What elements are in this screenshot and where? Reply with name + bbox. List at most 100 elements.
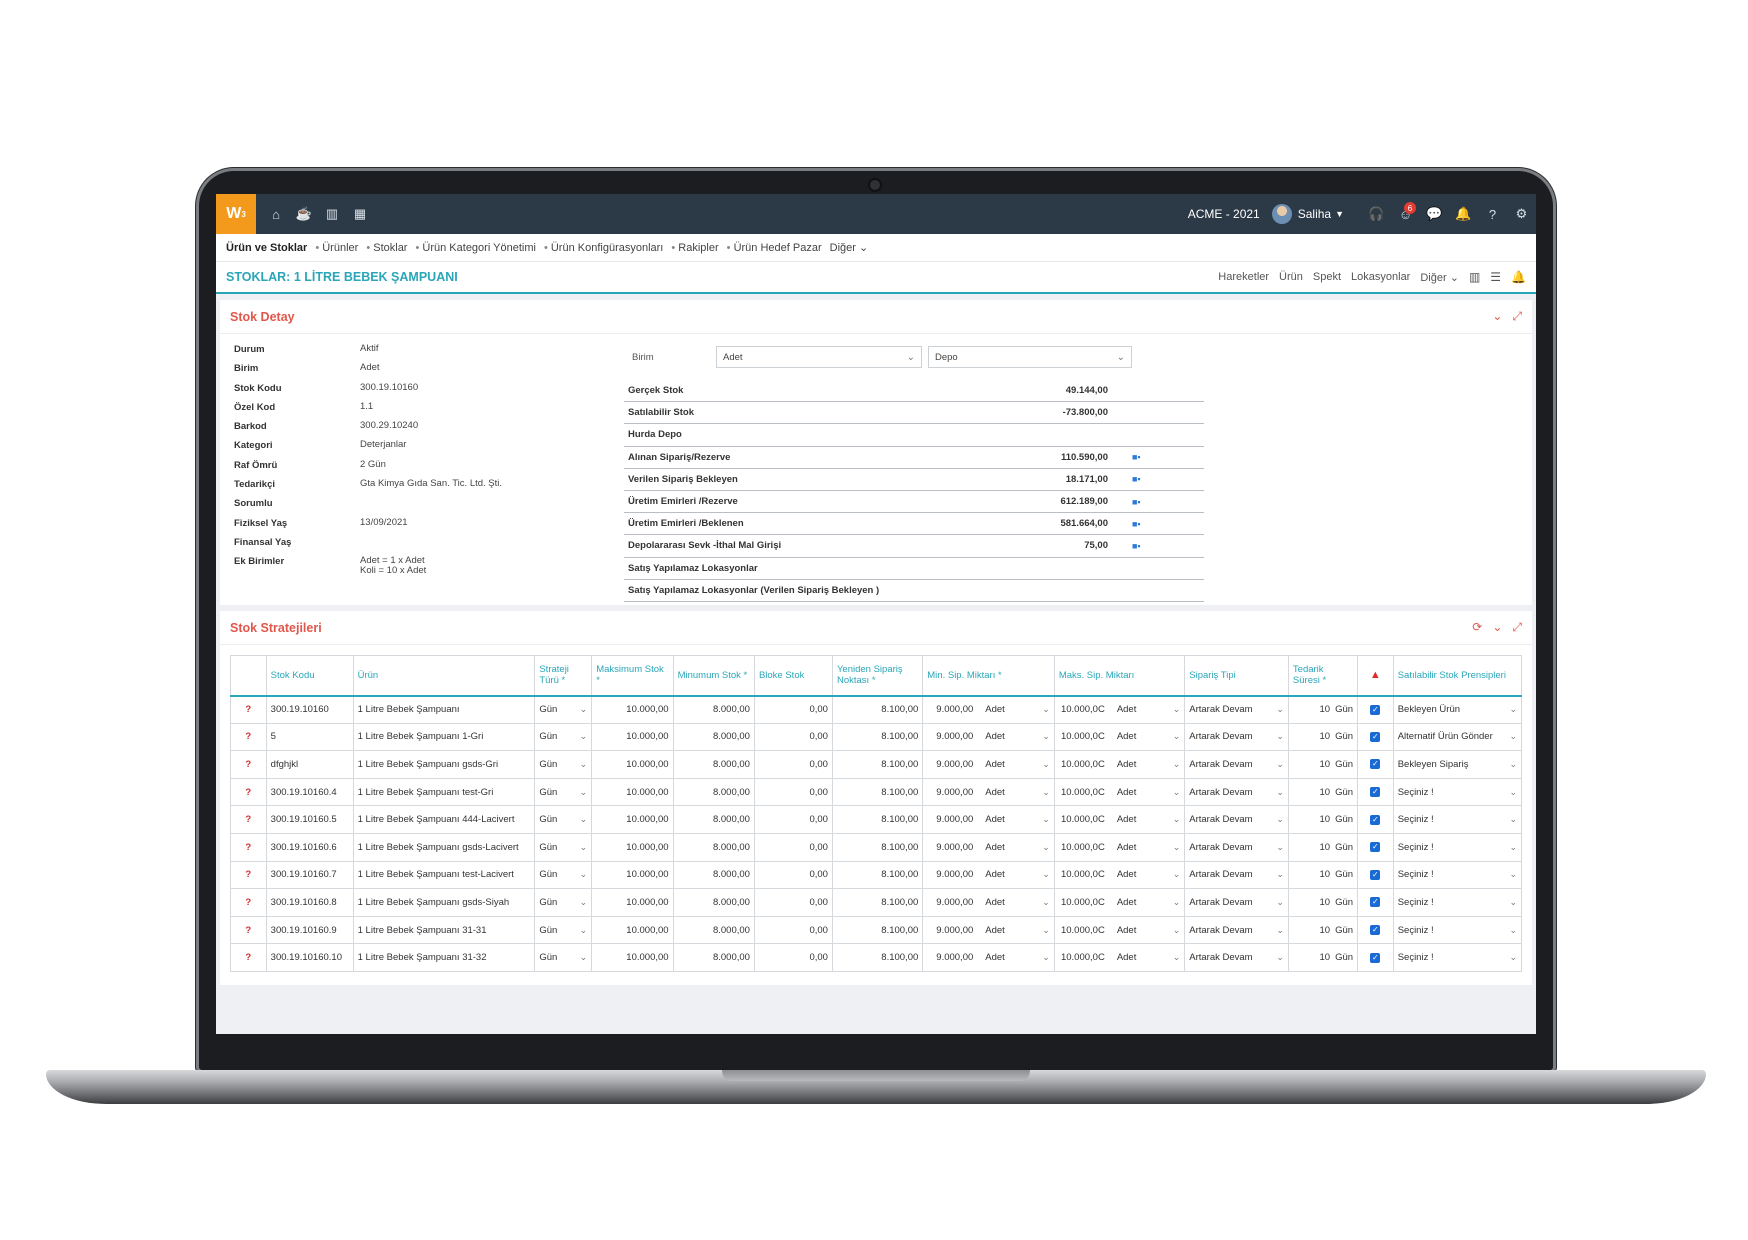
order-type-select[interactable]: Artarak Devam ⌄ — [1184, 750, 1289, 779]
lead-time-input[interactable]: 10 Gün — [1288, 888, 1359, 917]
max-order-qty[interactable]: 10.000,0C Adet ⌄ — [1054, 861, 1186, 890]
min-order-qty[interactable]: 9.000,00 Adet ⌄ — [922, 805, 1055, 834]
refresh-icon[interactable]: ⟳ — [1472, 620, 1483, 634]
bar-chart-icon[interactable]: ▥ — [325, 206, 339, 221]
truck-icon[interactable]: ■▪ — [1132, 474, 1141, 485]
breadcrumb-item[interactable]: Ürün Konfigürasyonları — [544, 242, 664, 254]
max-stock-input[interactable]: 10.000,00 — [591, 805, 674, 834]
lead-time-input[interactable]: 10 Gün — [1288, 916, 1359, 945]
lead-time-input[interactable]: 10 Gün — [1288, 778, 1359, 807]
help-icon[interactable]: ? — [230, 750, 267, 779]
strategy-select[interactable]: Gün ⌄ — [534, 723, 593, 752]
table-row[interactable]: ? 5 1 Litre Bebek Şampuanı 1-Gri Gün ⌄ 10.000… — [230, 723, 1523, 752]
expand-icon[interactable]: ⤢ — [1512, 309, 1522, 323]
min-stock-input[interactable]: 8.000,00 — [673, 805, 755, 834]
collapse-icon[interactable]: ⌄ — [1492, 620, 1503, 634]
min-order-qty[interactable]: 9.000,00 Adet ⌄ — [922, 916, 1055, 945]
breadcrumb-item[interactable]: Ürün Kategori Yönetimi — [415, 242, 536, 254]
max-stock-input[interactable]: 10.000,00 — [591, 723, 674, 752]
min-order-qty[interactable]: 9.000,00 Adet ⌄ — [922, 723, 1055, 752]
order-type-select[interactable]: Artarak Devam ⌄ — [1184, 861, 1289, 890]
reorder-point-input[interactable]: 8.100,00 — [832, 943, 924, 972]
help-icon[interactable]: ? — [230, 695, 267, 724]
blocked-stock-input[interactable]: 0,00 — [754, 943, 833, 972]
min-stock-input[interactable]: 8.000,00 — [673, 778, 755, 807]
principle-select[interactable]: Seçiniz ! ⌄ — [1393, 861, 1523, 890]
min-order-qty[interactable]: 9.000,00 Adet ⌄ — [922, 888, 1055, 917]
company-selector[interactable]: ACME - 2021 — [1187, 207, 1260, 221]
max-order-qty[interactable]: 10.000,0C Adet ⌄ — [1054, 805, 1186, 834]
reorder-point-input[interactable]: 8.100,00 — [832, 723, 924, 752]
order-type-select[interactable]: Artarak Devam ⌄ — [1184, 805, 1289, 834]
strategy-select[interactable]: Gün ⌄ — [534, 888, 593, 917]
lead-time-input[interactable]: 10 Gün — [1288, 750, 1359, 779]
checkbox[interactable]: ✓ — [1370, 731, 1381, 742]
strategy-select[interactable]: Gün ⌄ — [534, 750, 593, 779]
order-type-select[interactable]: Artarak Devam ⌄ — [1184, 723, 1289, 752]
lead-time-input[interactable]: 10 Gün — [1288, 943, 1359, 972]
unit-select[interactable]: Adet ⌄ — [716, 346, 922, 368]
chevron-down-icon[interactable]: ▼ — [1335, 209, 1344, 219]
min-stock-input[interactable]: 8.000,00 — [673, 695, 755, 724]
lead-time-input[interactable]: 10 Gün — [1288, 833, 1359, 862]
action-hareketler[interactable]: Hareketler — [1218, 271, 1270, 283]
checkbox-cell[interactable]: ✓ — [1357, 916, 1394, 945]
max-order-qty[interactable]: 10.000,0C Adet ⌄ — [1054, 943, 1186, 972]
reorder-point-input[interactable]: 8.100,00 — [832, 750, 924, 779]
help-icon[interactable]: ? — [230, 888, 267, 917]
reorder-point-input[interactable]: 8.100,00 — [832, 861, 924, 890]
principle-select[interactable]: Seçiniz ! ⌄ — [1393, 888, 1523, 917]
table-row[interactable]: ? 300.19.10160.5 1 Litre Bebek Şampuanı 44… — [230, 805, 1523, 834]
max-stock-input[interactable]: 10.000,00 — [591, 861, 674, 890]
table-row[interactable]: ? 300.19.10160 1 Litre Bebek Şampuanı Gün ⌄ 1… — [230, 695, 1523, 724]
breadcrumb-item[interactable]: Rakipler — [671, 242, 718, 254]
checkbox-cell[interactable]: ✓ — [1357, 888, 1394, 917]
help-icon[interactable]: ? — [230, 833, 267, 862]
max-stock-input[interactable]: 10.000,00 — [591, 778, 674, 807]
max-stock-input[interactable]: 10.000,00 — [591, 833, 674, 862]
home-icon[interactable]: ⌂ — [272, 206, 280, 222]
smiley-icon[interactable]: ☺ 6 — [1391, 194, 1420, 234]
max-stock-input[interactable]: 10.000,00 — [591, 916, 674, 945]
breadcrumb-item[interactable]: Stoklar — [366, 242, 407, 254]
reorder-point-input[interactable]: 8.100,00 — [832, 695, 924, 724]
lead-time-input[interactable]: 10 Gün — [1288, 695, 1359, 724]
column-header[interactable]: Minumum Stok * — [673, 655, 755, 697]
column-header[interactable]: Maksimum Stok * — [591, 655, 674, 697]
strategy-select[interactable]: Gün ⌄ — [534, 861, 593, 890]
column-header[interactable] — [230, 655, 267, 697]
truck-icon[interactable]: ■▪ — [1132, 452, 1141, 463]
truck-icon[interactable]: ■▪ — [1132, 540, 1141, 551]
help-icon[interactable]: ? — [230, 723, 267, 752]
table-row[interactable]: ? dfghjkl 1 Litre Bebek Şampuanı gsds-Gri G… — [230, 750, 1523, 779]
bar-chart-icon[interactable]: ▥ — [1468, 270, 1481, 284]
reorder-point-input[interactable]: 8.100,00 — [832, 888, 924, 917]
order-type-select[interactable]: Artarak Devam ⌄ — [1184, 833, 1289, 862]
max-stock-input[interactable]: 10.000,00 — [591, 695, 674, 724]
principle-select[interactable]: Seçiniz ! ⌄ — [1393, 943, 1523, 972]
breadcrumb-more-menu[interactable]: Diğer — [830, 241, 869, 254]
min-order-qty[interactable]: 9.000,00 Adet ⌄ — [922, 943, 1055, 972]
checkbox-cell[interactable]: ✓ — [1357, 805, 1394, 834]
strategy-select[interactable]: Gün ⌄ — [534, 778, 593, 807]
checkbox[interactable]: ✓ — [1370, 925, 1381, 936]
truck-icon[interactable]: ■▪ — [1132, 496, 1141, 507]
checkbox[interactable]: ✓ — [1370, 869, 1381, 880]
list-icon[interactable]: ☰ — [1490, 270, 1502, 284]
headset-icon[interactable]: 🎧 — [1368, 206, 1385, 221]
min-order-qty[interactable]: 9.000,00 Adet ⌄ — [922, 750, 1055, 779]
lead-time-input[interactable]: 10 Gün — [1288, 805, 1359, 834]
principle-select[interactable]: Bekleyen Sipariş ⌄ — [1393, 750, 1523, 779]
reorder-point-input[interactable]: 8.100,00 — [832, 916, 924, 945]
table-row[interactable]: ? 300.19.10160.9 1 Litre Bebek Şampuanı 31… — [230, 916, 1523, 945]
strategy-select[interactable]: Gün ⌄ — [534, 805, 593, 834]
min-stock-input[interactable]: 8.000,00 — [673, 861, 755, 890]
table-row[interactable]: ? 300.19.10160.4 1 Litre Bebek Şampuanı te… — [230, 778, 1523, 807]
max-order-qty[interactable]: 10.000,0C Adet ⌄ — [1054, 778, 1186, 807]
checkbox[interactable]: ✓ — [1370, 759, 1381, 770]
order-type-select[interactable]: Artarak Devam ⌄ — [1184, 916, 1289, 945]
min-stock-input[interactable]: 8.000,00 — [673, 833, 755, 862]
column-header[interactable]: Bloke Stok — [754, 655, 833, 697]
lead-time-input[interactable]: 10 Gün — [1288, 861, 1359, 890]
